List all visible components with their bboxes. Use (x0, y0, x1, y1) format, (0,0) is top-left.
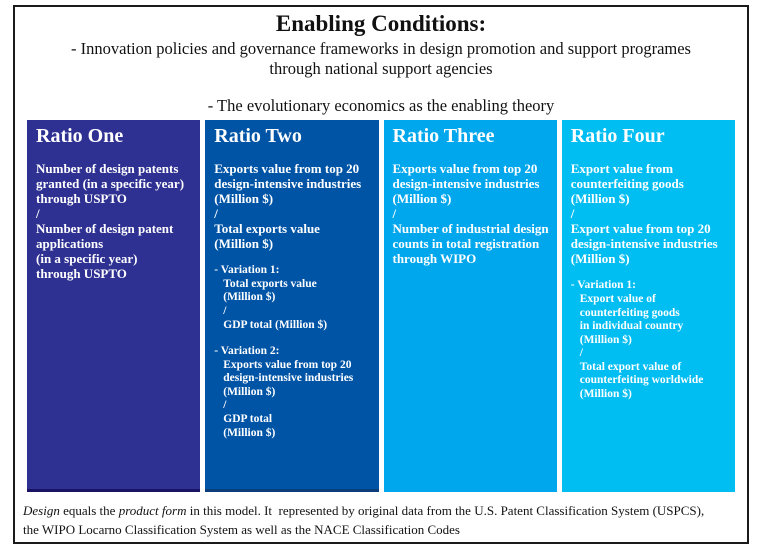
ratio-four-title: Ratio Four (570, 124, 665, 147)
ratio-two-column: Ratio Two Exports value from top 20 desi… (205, 119, 379, 492)
footer-design-term: Design (23, 502, 60, 518)
ratio-three-column: Ratio Three Exports value from top 20 de… (383, 119, 557, 492)
variation-label: - Variation 1: (214, 264, 280, 277)
header-bullet-innovation-policies: - Innovation policies and governance fra… (71, 39, 691, 78)
ratio-one-title: Ratio One (36, 124, 124, 147)
page-title: Enabling Conditions: (275, 11, 487, 36)
footer-text-rest: in this model. It represented by origina… (23, 502, 705, 537)
ratio-one-column: Ratio One Number of design patents grant… (27, 119, 201, 492)
ratio-two-title: Ratio Two (214, 124, 302, 147)
ratio-two-variation-1: - Variation 1: Total exports value (Mill… (214, 264, 370, 332)
header-bullet-evolutionary-economics: - The evolutionary economics as the enab… (207, 96, 555, 116)
variation-label: - Variation 1: (570, 279, 636, 292)
ratio-four-body: Export value from counterfeiting goods (… (570, 160, 718, 267)
ratio-four-variation-1: - Variation 1: Export value of counterfe… (571, 279, 727, 401)
ratio-three-body: Exports value from top 20 design-intensi… (392, 160, 549, 267)
ratio-two-variation-2: - Variation 2: Exports value from top 20… (214, 345, 370, 440)
footer-product-form-term: product form (118, 502, 187, 518)
diagram-frame: Enabling Conditions: - Innovation polici… (13, 5, 749, 544)
variation-body: Exports value from top 20 design-intensi… (223, 358, 354, 439)
variation-label: - Variation 2: (214, 345, 280, 358)
ratio-one-body: Number of design patents granted (in a s… (36, 160, 185, 282)
footer-note: Design equals the product form in this m… (15, 502, 747, 540)
footer-text: equals the (59, 502, 119, 518)
ratio-three-title: Ratio Three (392, 124, 495, 147)
variation-body: Export value of counterfeiting goods in … (579, 292, 704, 400)
ratio-four-column: Ratio Four Export value from counterfeit… (561, 119, 735, 492)
ratio-two-body: Exports value from top 20 design-intensi… (214, 160, 362, 252)
header: Enabling Conditions: - Innovation polici… (15, 7, 747, 116)
ratio-columns: Ratio One Number of design patents grant… (15, 119, 747, 492)
variation-body: Total exports value (Million $) / GDP to… (223, 277, 328, 331)
